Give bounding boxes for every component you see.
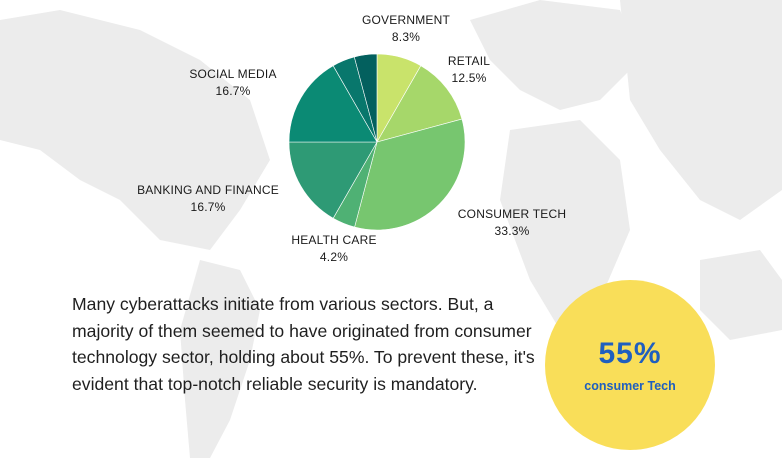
highlight-value: 55% [598, 337, 662, 370]
slice-label-social-media: SOCIAL MEDIA 16.7% [176, 66, 290, 100]
slice-category-consumer-tech: CONSUMER TECH [457, 207, 567, 221]
slice-category-government: GOVERNMENT [361, 13, 450, 27]
slice-category-retail: RETAIL [447, 54, 491, 68]
pie-slice-social-media [288, 65, 378, 143]
slice-value-government: 8.3% [391, 30, 421, 44]
pie-slice-retail [376, 65, 463, 143]
slice-label-retail: RETAIL 12.5% [446, 53, 492, 87]
slice-category-health-care: HEALTH CARE [291, 233, 377, 247]
pie-slice-banking-finance [288, 141, 378, 219]
highlight-circle: 55% consumer Tech [545, 280, 715, 450]
pie-slices [288, 53, 466, 231]
map-south-america [180, 260, 260, 458]
slice-value-social-media: 16.7% [215, 84, 251, 98]
map-australia [700, 250, 782, 340]
slice-value-health-care: 4.2% [319, 250, 349, 264]
map-africa [500, 120, 630, 330]
slice-category-social-media: SOCIAL MEDIA [189, 67, 277, 81]
slice-value-consumer-tech: 33.3% [494, 224, 530, 238]
map-europe [470, 0, 640, 110]
map-north-america [0, 10, 270, 250]
slice-label-consumer-tech: CONSUMER TECH 33.3% [452, 206, 572, 240]
slice-label-banking-finance: BANKING AND FINANCE 16.7% [124, 182, 292, 216]
slice-value-banking-finance: 16.7% [190, 200, 226, 214]
pie-slice-consumer-tech [354, 118, 466, 231]
slice-label-health-care: HEALTH CARE 4.2% [282, 232, 386, 266]
map-asia [620, 0, 782, 220]
highlight-caption: consumer Tech [584, 379, 676, 393]
pie-slice-unlabeled-2 [353, 53, 378, 143]
slice-category-banking-finance: BANKING AND FINANCE [137, 183, 279, 197]
description-text: Many cyberattacks initiate from various … [72, 294, 535, 394]
slice-value-retail: 12.5% [451, 71, 487, 85]
slice-label-government: GOVERNMENT 8.3% [352, 12, 460, 46]
